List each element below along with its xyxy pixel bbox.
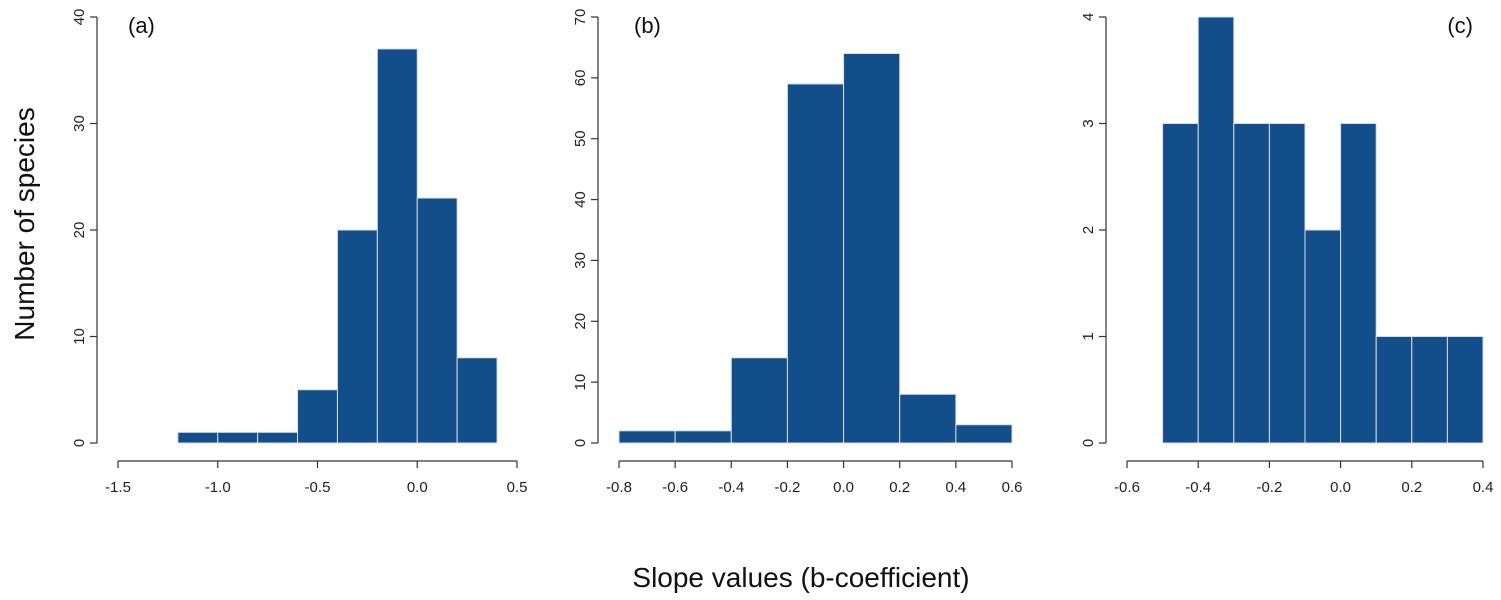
histogram-bar (217, 431, 259, 444)
panel-label: (b) (634, 13, 661, 38)
y-tick-label: 40 (71, 9, 88, 26)
y-tick-label: 3 (1080, 119, 1097, 127)
panel-label: (c) (1447, 13, 1473, 38)
histogram-bar (297, 389, 338, 444)
histogram-bar (177, 431, 219, 444)
x-tick-label: -0.6 (662, 479, 688, 496)
y-tick-label: 4 (1080, 13, 1097, 21)
histogram-bar (1304, 229, 1342, 444)
histogram-bar (1411, 336, 1448, 444)
x-tick-label: -0.2 (1256, 479, 1282, 496)
histogram-bar (955, 424, 1013, 444)
y-tick-label: 60 (572, 70, 589, 87)
x-tick-label: 0.0 (1330, 479, 1351, 496)
y-tick-label: 0 (71, 439, 88, 447)
histogram-bar (1446, 336, 1484, 444)
x-tick-label: -1.5 (105, 479, 131, 496)
histogram-bar (618, 430, 676, 444)
panel-3: -0.6 -0.4 -0.2 0.0 0.2 0.4 0 1 2 3 4 (c) (1080, 13, 1493, 496)
y-tick-label: 2 (1080, 226, 1097, 234)
x-tick-label: -0.8 (606, 479, 632, 496)
x-tick-label: 0.5 (507, 479, 528, 496)
panel-label: (a) (128, 13, 155, 38)
histogram-bar (1375, 336, 1413, 444)
panel-1: -1.5 -1.0 -0.5 0.0 0.5 0 10 20 30 40 (a) (71, 9, 527, 496)
histogram-bar (1268, 123, 1306, 444)
histogram-bar (336, 229, 378, 444)
x-tick-label: -1.0 (205, 479, 231, 496)
x-tick-label: -0.4 (718, 479, 744, 496)
x-axis-title: Slope values (b-coefficient) (632, 562, 969, 593)
histogram-bar (376, 48, 418, 444)
y-tick-label: 10 (572, 374, 589, 391)
x-tick-label: 0.4 (1473, 479, 1494, 496)
histogram-bar (416, 197, 458, 444)
panel-2: -0.8 -0.6 -0.4 -0.2 0.0 0.2 0.4 0.6 0 10 20 30 40 50 6… (572, 9, 1022, 496)
histogram-bar (843, 53, 901, 444)
histogram-bar (456, 357, 498, 444)
histogram-bar (674, 430, 732, 444)
histogram-bar (730, 357, 788, 444)
y-tick-label: 50 (572, 130, 589, 147)
y-tick-label: 30 (71, 115, 88, 132)
histogram-bar (257, 431, 299, 444)
histogram-bar (899, 393, 957, 444)
y-tick-label: 20 (572, 313, 589, 330)
histogram-bar (1162, 123, 1199, 444)
y-tick-label: 30 (572, 252, 589, 269)
y-tick-label: 0 (1080, 439, 1097, 447)
histogram-bar (1233, 123, 1270, 444)
x-tick-label: 0.2 (889, 479, 910, 496)
x-tick-label: 0.4 (945, 479, 966, 496)
y-tick-label: 1 (1080, 332, 1097, 340)
x-tick-label: 0.2 (1401, 479, 1422, 496)
x-tick-label: 0.6 (1002, 479, 1023, 496)
histogram-bar (786, 83, 845, 444)
x-tick-label: -0.6 (1114, 479, 1140, 496)
y-tick-label: 0 (572, 439, 589, 447)
y-axis-title: Number of species (9, 107, 40, 340)
x-tick-label: -0.5 (305, 479, 331, 496)
y-tick-label: 20 (71, 222, 88, 239)
x-tick-label: 0.0 (833, 479, 854, 496)
y-tick-label: 10 (71, 328, 88, 345)
x-tick-label: 0.0 (407, 479, 428, 496)
y-tick-label: 70 (572, 9, 589, 26)
histogram-bar (1340, 123, 1377, 444)
x-tick-label: -0.2 (774, 479, 800, 496)
y-tick-label: 40 (572, 191, 589, 208)
x-tick-label: -0.4 (1185, 479, 1211, 496)
histogram-bar (1197, 16, 1235, 444)
